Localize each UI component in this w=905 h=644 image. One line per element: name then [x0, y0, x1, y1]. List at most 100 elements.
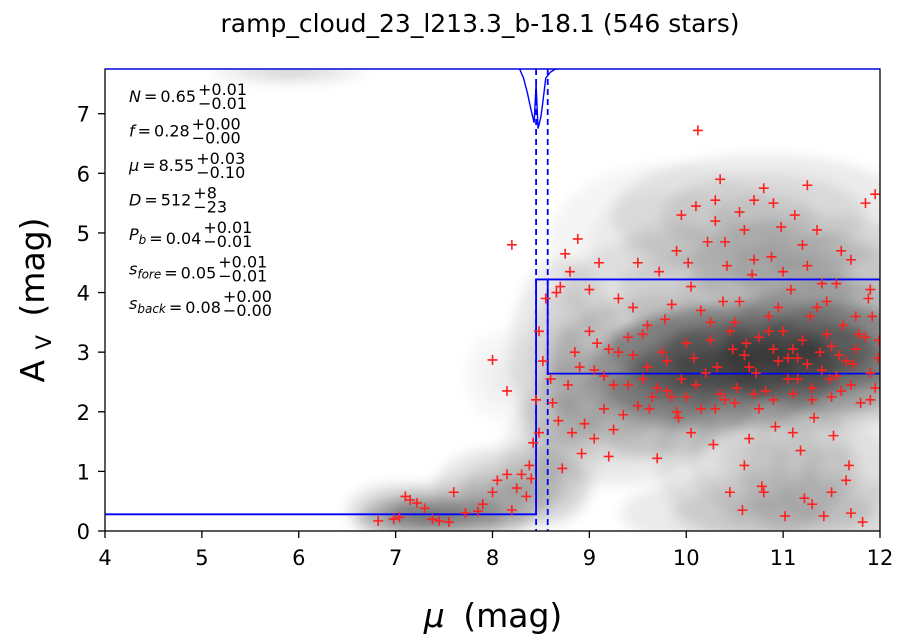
star-marker [566, 427, 577, 438]
y-tick-label: 1 [77, 460, 90, 484]
star-marker [720, 394, 730, 405]
y-axis-label-main: A [13, 360, 52, 383]
star-marker [592, 338, 603, 349]
fit-parameter-text: D = 512 [129, 191, 191, 210]
star-marker [487, 354, 498, 365]
star-marker [782, 373, 793, 384]
star-marker [594, 257, 605, 268]
star-marker [534, 326, 544, 337]
density-blob [447, 495, 499, 514]
star-marker [807, 499, 818, 510]
x-axis-label: μ (mag) [423, 596, 563, 635]
fit-parameter-symbol: s [129, 260, 137, 279]
star-marker [763, 311, 774, 322]
star-marker [642, 362, 653, 373]
star-marker [768, 198, 779, 209]
fit-parameter-minus: −0.01 [198, 94, 247, 113]
star-marker [569, 347, 580, 358]
y-axis-label-sub: V [32, 334, 56, 349]
fit-parameter-value: 0.04 [166, 229, 202, 248]
fit-parameter-minus: −0.10 [196, 163, 245, 182]
star-marker [502, 385, 513, 396]
star-marker [739, 460, 750, 471]
star-marker [427, 514, 438, 525]
star-marker [729, 317, 740, 328]
star-marker [584, 284, 595, 295]
star-marker [758, 183, 769, 194]
star-marker [708, 439, 719, 450]
star-marker [557, 463, 568, 474]
star-marker [671, 245, 682, 256]
star-marker [666, 391, 677, 402]
star-marker [487, 487, 498, 498]
x-tick-label: 7 [389, 546, 402, 570]
star-marker [838, 320, 849, 331]
star-marker [845, 254, 856, 265]
star-marker [526, 473, 537, 484]
star-marker [652, 382, 663, 393]
fit-parameter: sfore = 0.05+0.01−0.01 [129, 253, 267, 286]
star-marker [776, 221, 787, 232]
star-marker [731, 382, 742, 393]
star-marker [712, 362, 723, 373]
star-marker [652, 453, 663, 464]
fit-parameter-subscript: back [137, 302, 167, 316]
x-tick-label: 5 [195, 546, 208, 570]
star-marker [565, 266, 575, 277]
fit-parameter-text: f = 0.28 [129, 122, 190, 141]
star-marker [705, 335, 716, 346]
star-marker [705, 317, 716, 328]
star-marker [805, 311, 816, 322]
star-marker [744, 433, 755, 444]
star-marker [584, 326, 595, 337]
star-marker [739, 224, 750, 235]
star-marker [853, 329, 864, 340]
star-marker [795, 445, 806, 456]
fit-parameter-symbol: P [129, 225, 139, 244]
star-marker [812, 302, 823, 313]
star-marker [721, 260, 732, 271]
fit-parameter-plus: +0.01 [203, 218, 252, 237]
y-axis-label-unit: (mag) [13, 217, 52, 316]
star-marker [836, 385, 847, 396]
star-marker [816, 278, 827, 289]
star-marker [710, 403, 721, 414]
star-marker [589, 433, 600, 444]
star-marker [695, 305, 706, 316]
star-marker [676, 373, 687, 384]
star-marker [695, 403, 706, 414]
star-marker [850, 344, 861, 355]
x-tick-label: 6 [292, 546, 305, 570]
star-marker [749, 254, 760, 265]
star-marker [603, 344, 614, 355]
star-marker [553, 415, 564, 426]
star-marker [394, 512, 405, 523]
star-marker [753, 332, 764, 343]
star-marker [683, 257, 694, 268]
star-marker [506, 505, 517, 516]
fit-parameter-text: sback = 0.08 [129, 294, 221, 317]
star-marker [792, 353, 803, 364]
fit-parameter-equals: = [144, 191, 157, 210]
star-marker [720, 236, 730, 247]
x-tick-label: 4 [98, 546, 111, 570]
fit-parameter: f = 0.28 +0.00−0.00 [129, 115, 241, 148]
fit-parameter: N = 0.65 +0.01−0.01 [129, 80, 247, 113]
star-marker [524, 460, 535, 471]
star-marker [729, 397, 740, 408]
star-marker [724, 487, 735, 498]
star-marker [741, 338, 752, 349]
star-marker [768, 344, 779, 355]
star-marker [673, 412, 684, 423]
star-marker [563, 379, 574, 390]
star-marker [710, 195, 721, 206]
fit-parameter-value: 512 [161, 191, 192, 210]
fit-parameter: D = 512 +8−23 [129, 184, 227, 217]
fit-parameter-equals: = [164, 264, 177, 283]
star-marker [818, 511, 829, 522]
fit-parameter-equals: = [149, 229, 162, 248]
star-marker [845, 379, 856, 390]
fit-parameter-symbol: μ [128, 156, 139, 175]
star-marker [547, 397, 558, 408]
